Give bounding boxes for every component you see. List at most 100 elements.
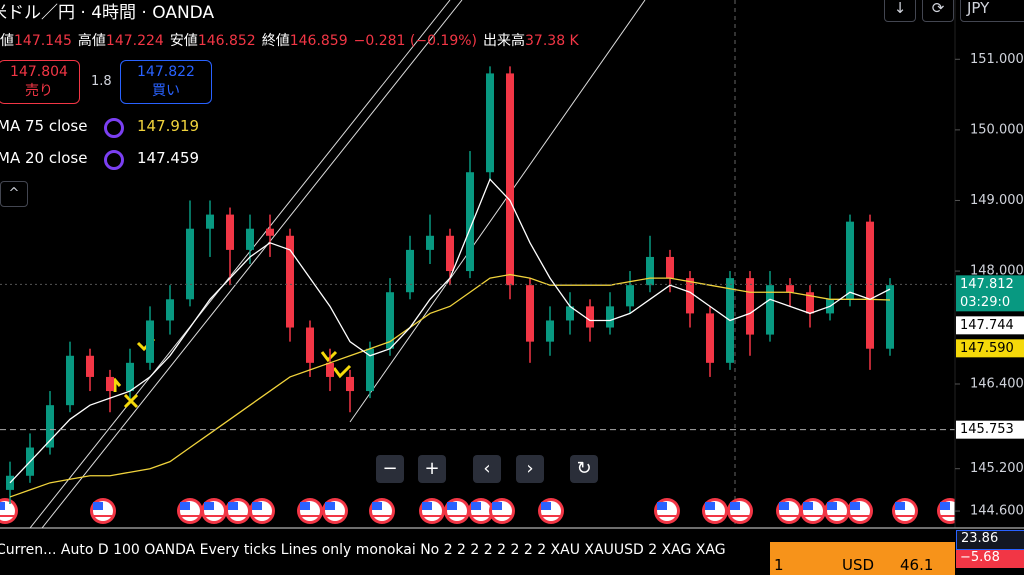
candle-body (346, 376, 354, 392)
candle-body (486, 73, 494, 173)
reset-button[interactable]: ⟳ (922, 0, 954, 22)
event-flag-canton (204, 502, 214, 510)
y-tick-label: 148.000 (970, 264, 1024, 279)
candle-body (106, 376, 114, 392)
trend-line (29, 0, 451, 528)
event-flag-canton (372, 502, 382, 510)
indicator-value: 147.459 (137, 149, 200, 167)
plot-area (0, 0, 955, 528)
trend-line (349, 0, 646, 423)
price-tag-label: 147.812 (960, 277, 1014, 292)
event-flag-canton (940, 502, 950, 510)
ohlc-value: 146.852 (197, 33, 256, 49)
panel-text: 1 (774, 556, 784, 574)
sell-button[interactable]: 147.804 売り (0, 60, 80, 104)
price-tag-label: 145.753 (960, 422, 1014, 437)
price-tag (956, 420, 1024, 439)
event-flag-canton (471, 502, 481, 510)
indicator-name: MA 20 close (0, 149, 88, 167)
ohlc-label: 終値 (261, 33, 290, 49)
event-flag-canton (325, 502, 335, 510)
candle-body (566, 306, 574, 321)
candle-body (226, 214, 234, 250)
scroll-left[interactable]: ‹ (473, 455, 501, 483)
indicator-name: MA 75 close (0, 117, 88, 135)
indicator-icon (104, 150, 124, 170)
event-flag-canton (252, 502, 262, 510)
candle-body (446, 235, 454, 272)
candle-body (806, 292, 814, 314)
candle-body (646, 256, 654, 286)
event-flag-canton (895, 502, 905, 510)
candle-body (286, 235, 294, 328)
candle-body (306, 327, 314, 363)
y-tick-label: 151.000 (970, 52, 1024, 67)
volume-label: 出来高 (483, 33, 526, 49)
legend-bar: Curren... Auto D 100 OANDA Every ticks L… (0, 542, 726, 558)
candle-body (886, 285, 894, 349)
ohlc-row: 始値147.145 高値147.224 安値146.852 終値146.859 −0.2… (0, 30, 579, 50)
candle-body (266, 228, 274, 236)
event-flag-canton (228, 502, 238, 510)
zoom-out[interactable]: − (376, 455, 404, 483)
collapse-button[interactable]: ^ (0, 181, 28, 207)
indicator-tag: 23.86 (956, 530, 1024, 550)
price-tag (956, 275, 1024, 312)
candle-body (186, 228, 194, 300)
moving-average (9, 273, 891, 498)
candle-body (246, 228, 254, 250)
candle-body (146, 320, 154, 363)
ohlc-value: 146.859 (289, 33, 348, 49)
candle-body (546, 320, 554, 342)
candle-body (206, 214, 214, 229)
candle-body (626, 285, 634, 307)
candle-body (666, 256, 674, 279)
currency-button[interactable]: JPY (960, 0, 1024, 22)
y-tick-label: 150.000 (970, 122, 1024, 137)
reset-chart[interactable]: ↻ (570, 455, 598, 483)
candle-body (6, 475, 14, 490)
candle-body (786, 285, 794, 293)
event-flag-canton (0, 502, 5, 510)
panel-text: USD (842, 556, 875, 574)
candle-body (46, 405, 54, 448)
event-flag-canton (657, 502, 667, 510)
candle-body (86, 355, 94, 377)
orange-panel: 1 USD 46.1 (770, 542, 955, 575)
candle-body (706, 313, 714, 363)
candle-body (746, 278, 754, 335)
candle-body (466, 172, 474, 272)
zoom-in[interactable]: + (418, 455, 446, 483)
indicator-icon (104, 118, 124, 138)
candle-body (846, 221, 854, 300)
candle-body (686, 278, 694, 314)
panel-text: 46.1 (900, 556, 934, 574)
event-flag-canton (422, 502, 432, 510)
scroll-right[interactable]: › (516, 455, 544, 483)
candle-body (426, 235, 434, 250)
price-tag-label: 147.590 (960, 341, 1014, 356)
ohlc-label: 安値 (169, 33, 198, 49)
y-tick-label: 149.000 (970, 193, 1024, 208)
candle-body (606, 306, 614, 328)
candle-body (526, 285, 534, 342)
candle-body (506, 73, 514, 286)
event-flag-canton (827, 502, 837, 510)
event-flag-canton (779, 502, 789, 510)
event-flag-canton (447, 502, 457, 510)
event-flag-canton (730, 502, 740, 510)
price-tag-timer: 03:29:0 (960, 295, 1010, 310)
event-flag-canton (300, 502, 310, 510)
price-tag-label: 147.744 (960, 318, 1014, 333)
event-flag-canton (850, 502, 860, 510)
candle-body (586, 306, 594, 328)
candle-body (126, 362, 134, 392)
buy-button[interactable]: 147.822 買い (120, 60, 212, 104)
candle-body (406, 249, 414, 293)
price-tag (956, 339, 1024, 358)
sell-price: 147.804 (10, 64, 68, 80)
scroll-button[interactable]: ↓ (884, 0, 916, 22)
event-flag-canton (180, 502, 190, 510)
